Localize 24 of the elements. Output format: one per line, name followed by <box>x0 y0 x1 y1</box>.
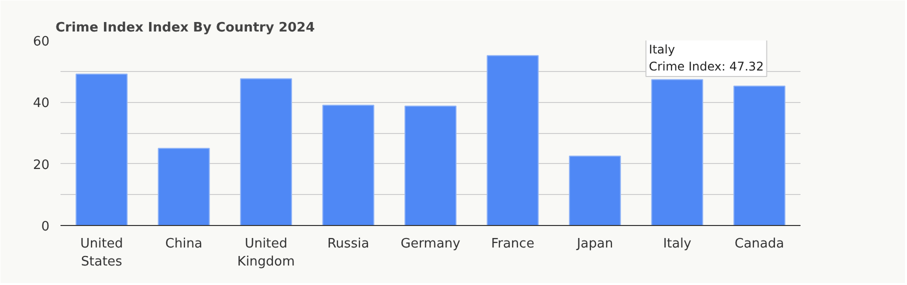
bar <box>240 78 292 226</box>
x-tick-label: United Kingdom <box>237 236 295 270</box>
x-tick-label: China <box>165 236 202 252</box>
chart-title: Crime Index Index By Country 2024 <box>56 20 315 36</box>
bar <box>158 148 210 226</box>
y-tick-label: 60 <box>32 34 50 50</box>
x-tick-label: Russia <box>327 236 370 252</box>
bar <box>651 79 704 226</box>
x-tick-label: Germany <box>400 236 461 252</box>
y-tick-label: 20 <box>32 158 50 173</box>
y-tick-label: 40 <box>32 96 50 112</box>
bar <box>733 86 786 226</box>
x-tick-label: Italy <box>663 236 692 252</box>
bar <box>568 156 621 226</box>
bar <box>404 106 456 226</box>
annotation: Italy Crime Index: 47.32 <box>648 42 764 74</box>
x-tick-label: Japan <box>576 236 614 252</box>
x-tick-label: United States <box>80 236 123 270</box>
bar <box>76 74 128 226</box>
x-tick-label: France <box>491 236 534 252</box>
bar <box>486 55 539 226</box>
y-tick-label: 0 <box>41 220 50 234</box>
bar <box>322 104 374 226</box>
x-tick-label: Canada <box>734 236 784 252</box>
